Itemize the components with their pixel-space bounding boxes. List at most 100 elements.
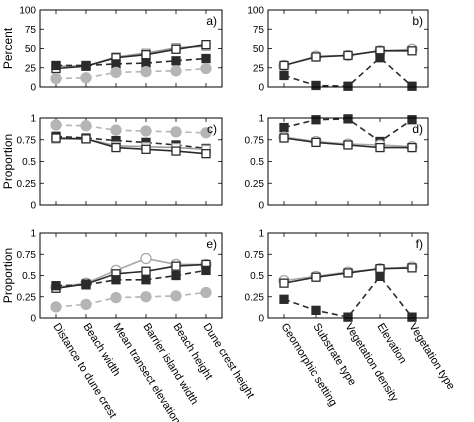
series-line-dark-filled-square xyxy=(56,57,207,67)
data-point-dark-filled-square xyxy=(375,53,385,63)
data-point-dark-filled-square xyxy=(111,275,121,285)
data-point-dark-filled-square xyxy=(343,114,353,124)
y-axis-label: Proportion xyxy=(1,248,15,303)
data-point-grey-filled-circle xyxy=(50,119,62,131)
y-tick-label: 0.5 xyxy=(250,157,264,168)
data-point-dark-open-square xyxy=(311,137,321,148)
data-point-grey-filled-circle xyxy=(170,126,182,138)
data-point-dark-open-square xyxy=(171,146,181,156)
y-tick-label: 0 xyxy=(258,201,264,212)
y-tick-label: 50 xyxy=(253,44,265,55)
data-point-dark-filled-square xyxy=(201,53,211,64)
data-point-dark-filled-square xyxy=(111,59,121,69)
y-axis-label: Percent xyxy=(1,27,15,69)
data-point-dark-open-square xyxy=(141,266,151,276)
data-point-grey-filled-circle xyxy=(110,124,122,136)
y-tick-label: 0.75 xyxy=(17,135,37,146)
data-point-dark-filled-square xyxy=(141,275,151,285)
y-tick-label: 0.75 xyxy=(245,250,265,261)
y-tick-label: 0 xyxy=(30,314,36,325)
y-tick-label: 0.25 xyxy=(17,292,37,303)
data-point-dark-open-square xyxy=(375,264,385,274)
data-point-dark-filled-square xyxy=(311,115,321,125)
panel-e: 0 0.25 0.5 0.75 1 e) Proportion xyxy=(1,229,223,325)
axes-frame xyxy=(39,117,223,206)
series-line-dark-filled-square xyxy=(55,135,207,150)
data-point-dark-open-square xyxy=(81,134,91,144)
data-point-grey-filled-circle xyxy=(50,301,62,313)
data-point-dark-filled-square xyxy=(279,294,289,304)
data-point-dark-filled-square xyxy=(407,312,417,322)
y-axis-label: Proportion xyxy=(1,134,15,189)
panel-c: 0 0.25 0.5 0.75 1 c) Proportion xyxy=(1,114,223,212)
data-point-grey-filled-circle xyxy=(200,62,212,75)
data-point-dark-filled-square xyxy=(201,265,211,276)
panel-label: e) xyxy=(206,237,217,251)
x-category-label: Barrier island width xyxy=(140,321,200,407)
data-point-dark-open-square xyxy=(201,40,211,50)
data-point-grey-filled-circle xyxy=(200,127,212,139)
data-point-dark-open-square xyxy=(171,261,181,271)
data-point-dark-open-square xyxy=(407,142,417,153)
panel-label: f) xyxy=(416,237,423,251)
data-point-grey-filled-circle xyxy=(80,72,92,84)
series-line-dark-open-square xyxy=(55,137,207,155)
data-point-dark-open-square xyxy=(407,263,417,273)
axes-frame xyxy=(39,9,223,88)
series-line-grey-filled-circle xyxy=(55,291,207,308)
series-line-grey-filled-circle xyxy=(55,67,207,80)
data-point-grey-filled-circle xyxy=(200,286,212,299)
x-category-label: Vegetation type xyxy=(406,321,456,392)
data-point-dark-open-square xyxy=(141,144,151,154)
x-category-label: Elevation xyxy=(374,321,408,366)
data-point-grey-filled-circle xyxy=(170,290,182,302)
data-point-dark-open-square xyxy=(279,60,289,71)
data-point-dark-filled-square xyxy=(141,58,151,68)
axes-frame xyxy=(267,117,429,206)
data-point-dark-filled-square xyxy=(407,115,417,125)
data-point-dark-filled-square xyxy=(51,60,61,71)
data-point-dark-filled-square xyxy=(343,81,353,91)
panel-label: a) xyxy=(206,14,217,28)
series-line-dark-filled-square xyxy=(283,275,413,318)
y-tick-label: 0.5 xyxy=(250,271,264,282)
panel-f: 0 0.25 0.5 0.75 1 f) xyxy=(245,229,429,325)
y-tick-label: 100 xyxy=(247,6,264,17)
data-point-grey-filled-circle xyxy=(140,291,152,303)
x-category-label: Geomorphic setting xyxy=(278,321,339,408)
data-point-dark-open-square xyxy=(311,52,321,62)
panel-a: 0 25 50 75 100 a) Percent xyxy=(1,6,223,94)
y-tick-label: 1 xyxy=(30,114,36,125)
data-point-dark-filled-square xyxy=(279,70,289,81)
y-tick-label: 0.5 xyxy=(22,157,36,168)
y-tick-label: 25 xyxy=(253,63,265,74)
data-point-dark-filled-square xyxy=(311,80,321,91)
y-tick-label: 0.25 xyxy=(245,292,265,303)
panel-b: 0 25 50 75 100 b) xyxy=(247,6,429,94)
panel-label: d) xyxy=(412,122,423,136)
y-tick-label: 1 xyxy=(258,114,264,125)
data-point-dark-open-square xyxy=(51,133,61,143)
data-point-dark-open-square xyxy=(141,50,151,60)
y-tick-label: 0.25 xyxy=(245,179,265,190)
panel-label: c) xyxy=(207,122,217,136)
data-point-dark-open-square xyxy=(171,44,181,54)
data-point-dark-filled-square xyxy=(171,270,181,281)
y-tick-label: 0.5 xyxy=(22,271,36,282)
data-point-dark-filled-square xyxy=(171,56,181,66)
series-line-grey-filled-circle xyxy=(55,124,207,134)
y-tick-label: 1 xyxy=(30,229,36,240)
y-tick-label: 100 xyxy=(19,6,36,17)
y-tick-label: 0.75 xyxy=(245,135,265,146)
data-point-grey-filled-circle xyxy=(140,65,152,78)
data-point-dark-filled-square xyxy=(311,305,321,316)
data-point-dark-open-square xyxy=(111,142,121,153)
axes-frame xyxy=(267,9,429,88)
data-point-dark-open-square xyxy=(343,140,353,150)
data-point-dark-open-square xyxy=(343,268,353,278)
y-tick-label: 0 xyxy=(30,83,36,94)
y-tick-label: 0 xyxy=(258,83,264,94)
data-point-dark-open-square xyxy=(311,272,321,282)
y-tick-label: 50 xyxy=(25,44,37,55)
